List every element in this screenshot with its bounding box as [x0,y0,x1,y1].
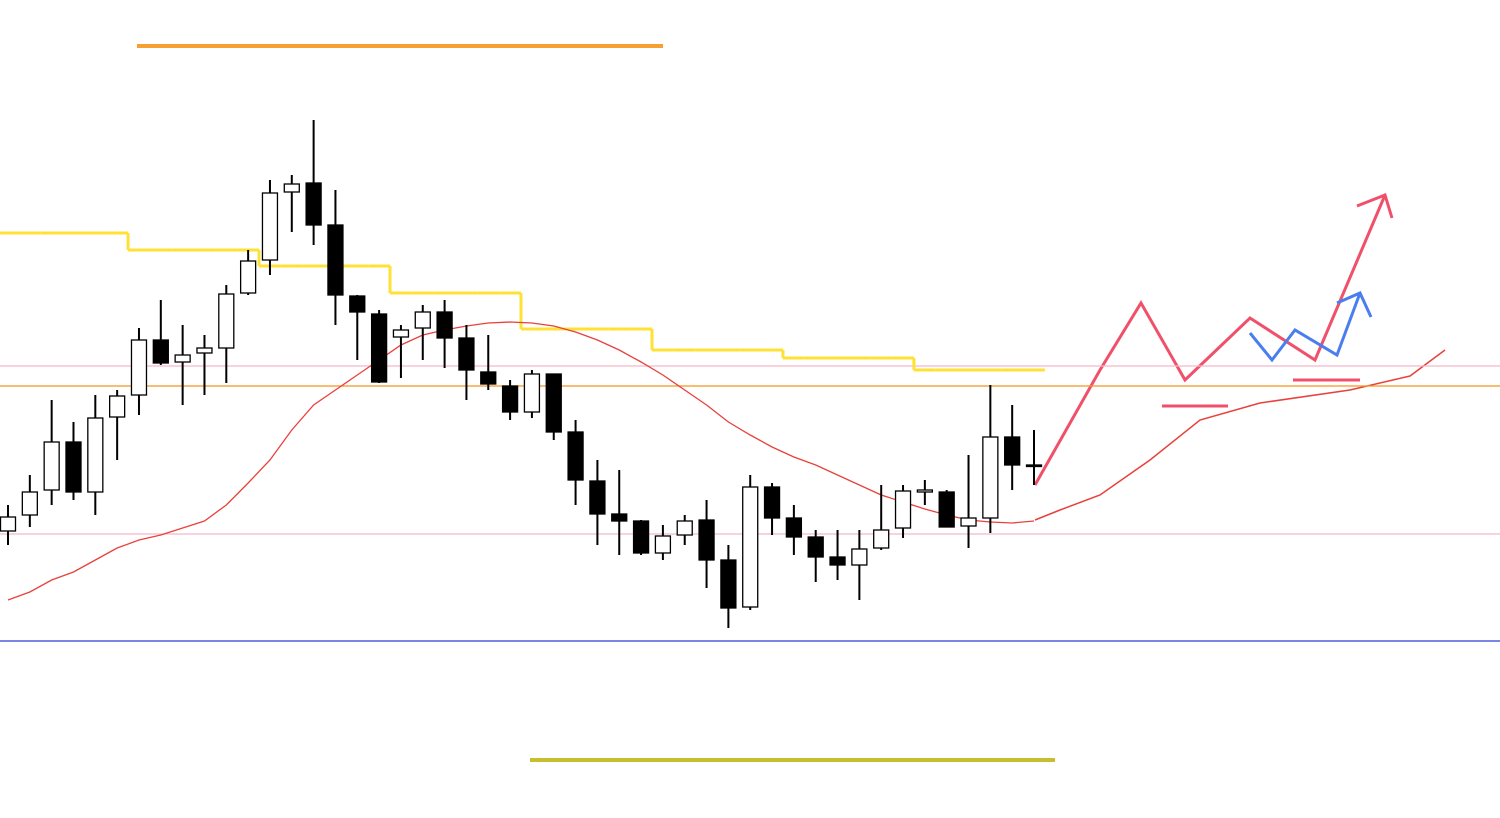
candle-body [785,517,803,538]
forecast-path [1033,194,1387,486]
candle-body [894,490,912,529]
candle-body [109,395,126,418]
candle-body [130,339,148,396]
candle-body [174,354,191,363]
forecast [1033,193,1446,521]
candle-body [807,536,824,558]
candle-body [632,520,650,554]
forecast-path [1248,292,1362,363]
candle-body [545,373,562,433]
candle-body [982,436,999,519]
candle-body [370,313,388,383]
candle-body [283,183,300,193]
moving-average [7,321,1035,601]
candle-body [327,224,344,296]
candle-body [938,491,955,528]
candle-body [436,311,453,339]
candle-body [567,431,584,481]
candle-body [763,486,781,519]
candle-body [21,491,38,516]
candle-body [349,295,366,313]
candle-body [0,516,17,532]
candle-body [458,337,475,371]
candle-body [742,486,759,608]
candle-body [501,385,519,413]
candle-body [305,182,322,226]
candle-body [218,293,235,349]
candle-body [916,489,934,493]
candle-body [196,347,213,354]
arrow-head [1336,291,1373,318]
candle-body [873,529,890,549]
candle-body [960,517,977,527]
candle-body [698,519,715,561]
candle-body [720,559,737,609]
candle-body [261,192,279,261]
candle-body [1025,464,1043,468]
candle-body [1004,436,1021,466]
candle-body [829,556,846,566]
candle-body [43,441,60,491]
candle-body [152,339,169,364]
candle-body [851,548,868,566]
candle-body [239,260,257,294]
candle-body [480,371,497,385]
candle-body [414,311,431,329]
candle-body [611,513,628,522]
candle-body [654,535,672,554]
ma-projection [1034,349,1446,521]
candle-body [589,480,606,515]
candle-body [676,520,693,536]
arrow-head [1356,193,1394,219]
candle-body [65,441,82,493]
candle-body [392,329,410,338]
candle-body [523,373,541,413]
candle-body [87,417,104,493]
